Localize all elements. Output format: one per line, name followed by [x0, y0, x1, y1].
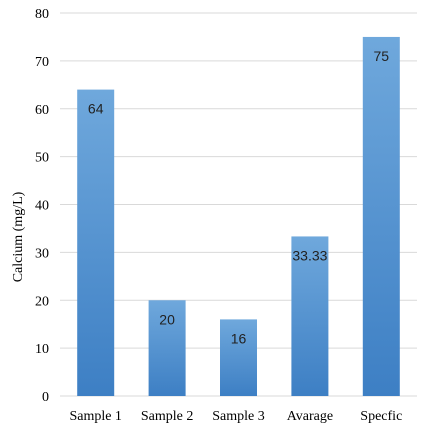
data-label: 33.33 [292, 247, 327, 263]
bar-specfic [362, 36, 400, 396]
y-tick-label: 60 [35, 103, 49, 118]
y-tick-label: 50 [35, 151, 49, 166]
y-tick-label: 0 [42, 390, 49, 405]
bars [77, 36, 400, 396]
y-tick-label: 70 [35, 55, 49, 70]
y-axis-title: Calcium (mg/L) [11, 191, 26, 282]
data-label: 75 [374, 48, 390, 64]
data-label: 20 [159, 311, 175, 327]
x-category-label: Sample 3 [212, 409, 265, 424]
bar-sample-3 [220, 319, 257, 396]
data-labels: 64 20 16 33.33 75 [88, 48, 389, 346]
y-tick-label: 80 [35, 7, 49, 22]
y-tick-label: 40 [35, 199, 49, 214]
x-category-label: Sample 2 [141, 409, 194, 424]
x-axis-categories: Sample 1 Sample 2 Sample 3 Avarage Specfic [69, 409, 402, 424]
bar-sample-1 [77, 89, 115, 396]
x-category-label: Avarage [287, 409, 333, 424]
y-axis-ticks: 0 10 20 30 40 50 60 70 80 [35, 7, 49, 405]
gridlines [60, 12, 417, 397]
bar-sample-2 [148, 300, 186, 396]
data-label: 64 [88, 101, 104, 117]
y-tick-label: 10 [35, 342, 49, 357]
y-tick-label: 20 [35, 294, 49, 309]
y-tick-label: 30 [35, 246, 49, 261]
x-category-label: Specfic [360, 409, 402, 424]
x-category-label: Sample 1 [69, 409, 122, 424]
data-label: 16 [231, 330, 247, 346]
bar-avarage [291, 236, 329, 396]
